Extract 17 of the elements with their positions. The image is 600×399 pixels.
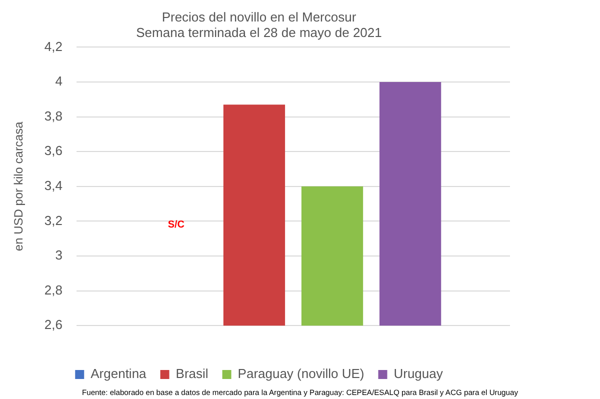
legend-label: Brasil xyxy=(176,366,208,382)
chart-title: Precios del novillo en el Mercosur xyxy=(162,9,357,24)
y-tick-label: 3,2 xyxy=(44,212,62,228)
y-tick-label: 3,6 xyxy=(44,143,62,158)
y-tick-label: 4 xyxy=(55,74,62,89)
chart-subtitle: Semana terminada el 28 de mayo de 2021 xyxy=(136,24,382,40)
y-tick-label: 3,8 xyxy=(44,108,62,124)
y-tick-label: 4,2 xyxy=(44,38,62,54)
y-tick-label: 3,4 xyxy=(44,178,62,193)
y-tick-label: 2,8 xyxy=(44,282,62,298)
y-tick-label: 2,6 xyxy=(44,317,62,332)
y-tick-label: 3 xyxy=(55,248,62,263)
legend-label: Argentina xyxy=(90,366,148,382)
legend-label: Paraguay (novillo UE) xyxy=(238,366,364,382)
annotation: S/C xyxy=(168,219,185,230)
y-axis-title: en USD por kilo carcasa xyxy=(12,121,26,252)
legend-label: Uruguay xyxy=(394,366,444,382)
